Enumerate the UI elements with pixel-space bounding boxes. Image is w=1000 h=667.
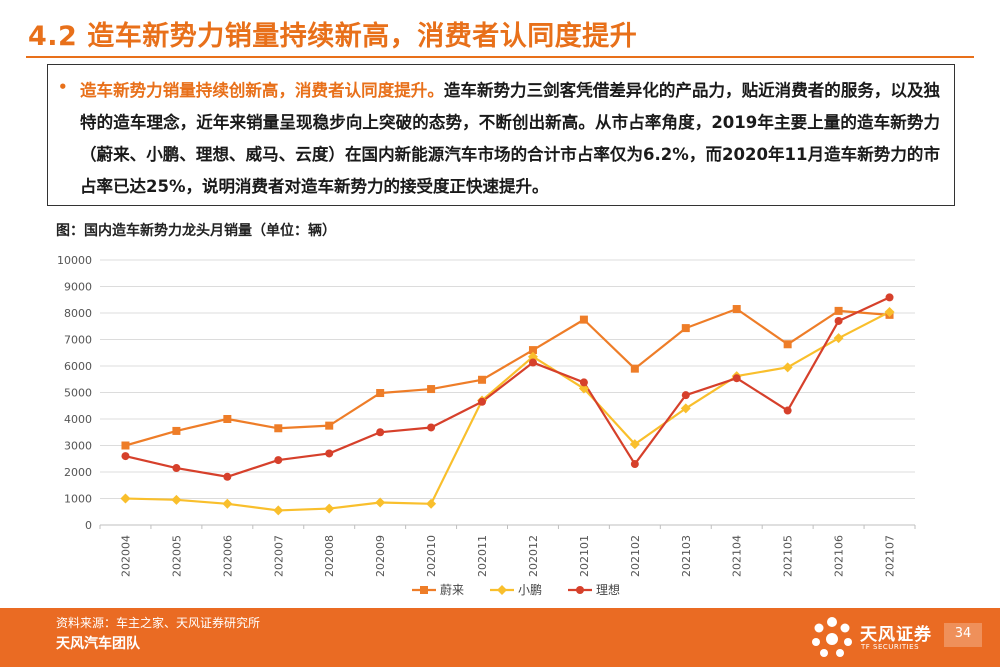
data-point	[478, 397, 487, 406]
data-point	[629, 439, 640, 450]
data-point	[579, 378, 588, 387]
brand-name-en: TF SECURITIES	[861, 643, 920, 651]
page-number-box	[944, 623, 982, 647]
series-line	[125, 296, 890, 478]
data-point	[325, 421, 334, 430]
data-point	[630, 364, 639, 373]
data-point	[833, 333, 844, 344]
data-point	[427, 423, 436, 432]
data-point	[324, 503, 335, 514]
data-point	[783, 340, 792, 349]
data-point	[376, 389, 385, 398]
y-tick-label: 10000	[57, 254, 92, 267]
team-name: 天风汽车团队	[56, 636, 140, 652]
data-point	[171, 494, 182, 505]
page-title: 4.2 造车新势力销量持续新高，消费者认同度提升	[28, 21, 638, 52]
data-point	[375, 497, 386, 508]
series-line	[125, 310, 891, 512]
data-point	[222, 498, 233, 509]
data-point	[579, 315, 588, 324]
data-point	[274, 456, 283, 465]
tf-securities-logo-icon	[812, 617, 852, 657]
data-point	[834, 306, 843, 315]
x-tick-label: 202007	[272, 535, 285, 577]
data-point	[630, 460, 639, 469]
y-tick-label: 6000	[64, 360, 92, 373]
x-tick-label: 202102	[629, 535, 642, 577]
page-number: 34	[954, 626, 972, 641]
y-tick-label: 0	[85, 519, 92, 532]
summary-body: 造车新势力三剑客凭借差异化的产品力，贴近消费者的服务，以及独特的造车理念，近年来…	[80, 81, 941, 196]
y-tick-label: 4000	[64, 413, 92, 426]
y-tick-label: 1000	[64, 493, 92, 506]
data-point	[732, 374, 741, 383]
data-point	[783, 406, 792, 415]
data-point	[427, 385, 436, 394]
x-tick-label: 202009	[374, 535, 387, 577]
y-tick-label: 3000	[64, 440, 92, 453]
x-tick-label: 202107	[884, 535, 897, 577]
legend-label: 小鹏	[518, 583, 542, 597]
data-point	[121, 441, 130, 450]
brand-name: 天风证券	[860, 625, 932, 645]
x-tick-label: 202101	[578, 535, 591, 577]
y-tick-label: 9000	[64, 281, 92, 294]
data-point	[273, 505, 284, 516]
x-tick-label: 202006	[221, 535, 234, 577]
data-point	[885, 293, 894, 302]
data-point	[426, 498, 437, 509]
data-point	[527, 351, 538, 362]
sales-line-chart: 0 1000 2000 3000 4000 5000 6000 7000 8000 9000 100…	[57, 254, 916, 597]
data-point	[578, 383, 589, 394]
summary-paragraph: 造车新势力销量持续创新高，消费者认同度提升。造车新势力三剑客凭借差异化的产品力，…	[80, 75, 940, 203]
y-tick-label: 2000	[64, 466, 92, 479]
y-tick-label: 8000	[64, 307, 92, 320]
data-point	[528, 358, 537, 367]
data-point	[172, 464, 181, 473]
data-point	[834, 316, 843, 325]
data-point	[120, 493, 131, 504]
summary-box: • 造车新势力销量持续创新高，消费者认同度提升。造车新势力三剑客凭借差异化的产品…	[47, 64, 955, 206]
data-point	[732, 305, 741, 314]
data-point	[325, 449, 334, 458]
data-point	[274, 424, 283, 433]
data-point	[172, 426, 181, 435]
data-point	[376, 428, 385, 437]
legend-marker	[420, 586, 428, 594]
data-point	[223, 415, 232, 423]
bullet-icon: •	[58, 78, 68, 96]
x-tick-label: 202005	[170, 535, 183, 577]
x-tick-label: 202011	[476, 535, 489, 577]
chart-caption: 图：国内造车新势力龙头月销量（单位：辆）	[56, 223, 336, 239]
x-tick-label: 202106	[833, 535, 846, 577]
title-underline	[26, 56, 974, 58]
y-tick-label: 5000	[64, 387, 92, 400]
data-point	[681, 324, 690, 333]
data-point	[478, 375, 487, 384]
data-point	[223, 472, 232, 481]
x-tick-label: 202104	[731, 535, 744, 577]
data-point	[528, 346, 537, 355]
series-line	[125, 307, 890, 447]
x-tick-label: 202010	[425, 535, 438, 577]
x-tick-label: 202103	[680, 535, 693, 577]
data-source: 资料来源：车主之家、天风证券研究所	[56, 616, 261, 630]
summary-highlight: 造车新势力销量持续创新高，消费者认同度提升。	[80, 81, 444, 100]
legend-label: 理想	[596, 582, 620, 597]
legend-marker	[576, 586, 584, 594]
data-point	[884, 306, 895, 317]
data-point	[681, 391, 690, 400]
y-tick-label: 7000	[64, 334, 92, 347]
x-tick-label: 202105	[782, 535, 795, 577]
footer-bar: 资料来源：车主之家、天风证券研究所 天风汽车团队 天风证券 TF SECURIT…	[0, 608, 1000, 667]
legend-marker	[497, 585, 507, 595]
x-tick-label: 202004	[119, 535, 132, 577]
data-point	[782, 362, 793, 373]
x-tick-label: 202008	[323, 535, 336, 577]
x-tick-label: 202012	[527, 535, 540, 577]
legend-label: 蔚来	[440, 583, 464, 597]
data-point	[121, 452, 130, 461]
data-point	[680, 403, 691, 414]
